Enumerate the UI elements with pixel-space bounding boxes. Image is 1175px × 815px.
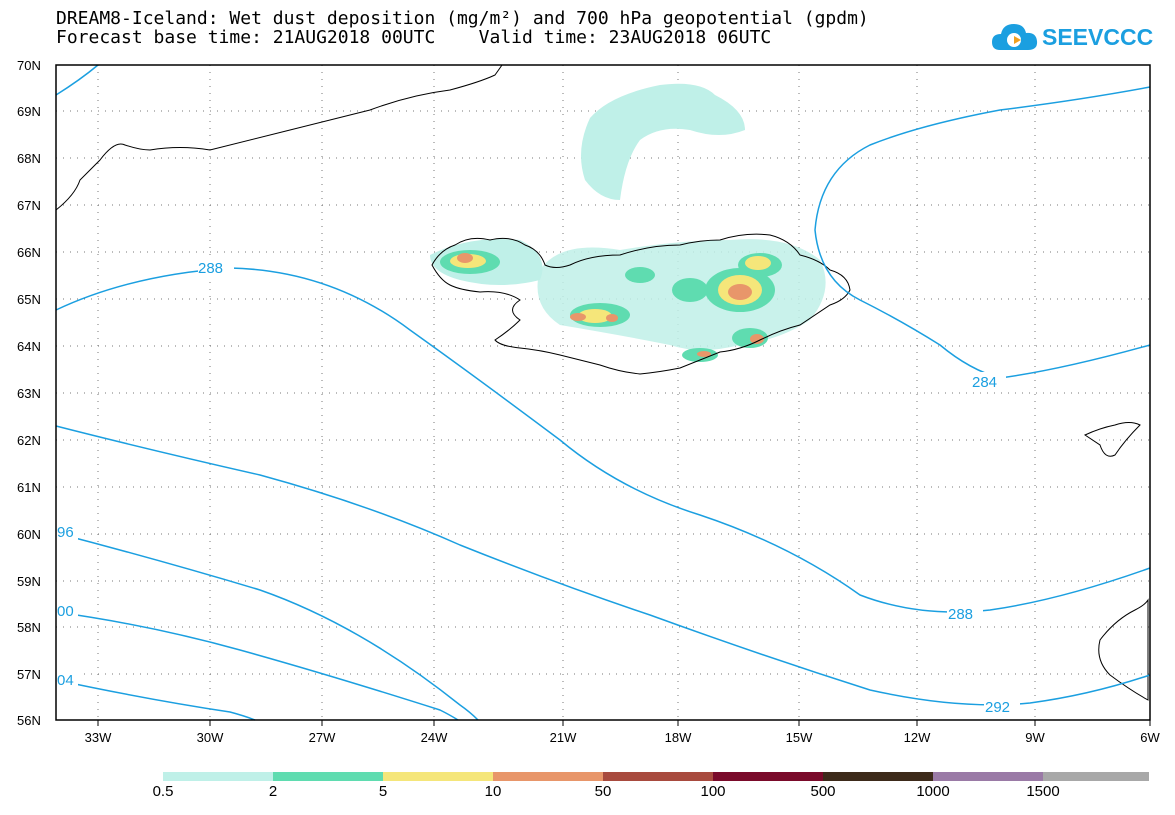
- lon-label: 21W: [550, 730, 577, 745]
- colorbar-segment: [823, 772, 933, 781]
- colorbar-segment: [163, 772, 273, 781]
- colorbar-label: 100: [700, 783, 726, 800]
- lat-label: 70N: [17, 58, 41, 73]
- lon-label: 12W: [904, 730, 931, 745]
- latitude-labels: 70N 69N 68N 67N 66N 65N 64N 63N 62N 61N …: [17, 58, 41, 728]
- lon-label: 27W: [309, 730, 336, 745]
- lat-label: 69N: [17, 104, 41, 119]
- contour-label-292: 292: [985, 699, 1010, 716]
- colorbar-segment: [1043, 772, 1149, 781]
- colorbar-label: 1500: [1026, 783, 1060, 800]
- longitude-labels: 33W 30W 27W 24W 21W 18W 15W 12W 9W 6W: [85, 730, 1161, 745]
- colorbar-label: 5: [378, 783, 388, 800]
- map-title: DREAM8-Iceland: Wet dust deposition (mg/…: [56, 8, 869, 29]
- colorbar-segment: [933, 772, 1043, 781]
- lon-label: 15W: [786, 730, 813, 745]
- colorbar-segment: [273, 772, 383, 781]
- lat-label: 65N: [17, 292, 41, 307]
- lat-label: 63N: [17, 386, 41, 401]
- colorbar-label: 1000: [916, 783, 950, 800]
- lat-label: 58N: [17, 620, 41, 635]
- colorbar-segment: [383, 772, 493, 781]
- lat-label: 61N: [17, 480, 41, 495]
- map-subtitle: Forecast base time: 21AUG2018 00UTC Vali…: [56, 27, 772, 48]
- contour-label-288-b: 288: [948, 606, 973, 623]
- contour-label-304-partial: 04: [57, 672, 74, 689]
- lon-label: 24W: [421, 730, 448, 745]
- logo-text: SEEVCCC: [1042, 24, 1154, 50]
- lat-label: 62N: [17, 433, 41, 448]
- lat-label: 57N: [17, 667, 41, 682]
- lon-label: 30W: [197, 730, 224, 745]
- lon-label: 9W: [1025, 730, 1045, 745]
- colorbar-label: 10: [484, 783, 502, 800]
- lon-label: 18W: [665, 730, 692, 745]
- lat-label: 67N: [17, 198, 41, 213]
- dust-deposition-field: [430, 83, 826, 362]
- axis-ticks: [97, 720, 1151, 726]
- colorbar-segment: [493, 772, 603, 781]
- lat-label: 59N: [17, 574, 41, 589]
- colorbar-label: 500: [810, 783, 836, 800]
- colorbar-label: 50: [594, 783, 612, 800]
- lon-label: 6W: [1140, 730, 1160, 745]
- coastlines: [55, 64, 1149, 701]
- contour-label-288-a: 288: [198, 260, 223, 277]
- colorbar-label: 0.5: [152, 783, 174, 800]
- lat-label: 64N: [17, 339, 41, 354]
- cloud-logo-icon: [992, 24, 1038, 50]
- colorbar-segment: [713, 772, 823, 781]
- contour-label-284: 284: [972, 374, 997, 391]
- colorbar-label: 2: [268, 783, 278, 800]
- seevccc-logo: SEEVCCC: [990, 18, 1170, 58]
- contour-labels: 288 284 288 292 96 00 04: [56, 258, 1020, 716]
- lat-label: 56N: [17, 713, 41, 728]
- lon-label: 33W: [85, 730, 112, 745]
- map-frame: [55, 64, 1151, 721]
- colorbar: [163, 772, 1149, 781]
- lat-label: 68N: [17, 151, 41, 166]
- lat-label: 66N: [17, 245, 41, 260]
- contour-label-296-partial: 96: [57, 524, 74, 541]
- lat-label: 60N: [17, 527, 41, 542]
- contour-label-300-partial: 00: [57, 603, 74, 620]
- colorbar-segment: [603, 772, 713, 781]
